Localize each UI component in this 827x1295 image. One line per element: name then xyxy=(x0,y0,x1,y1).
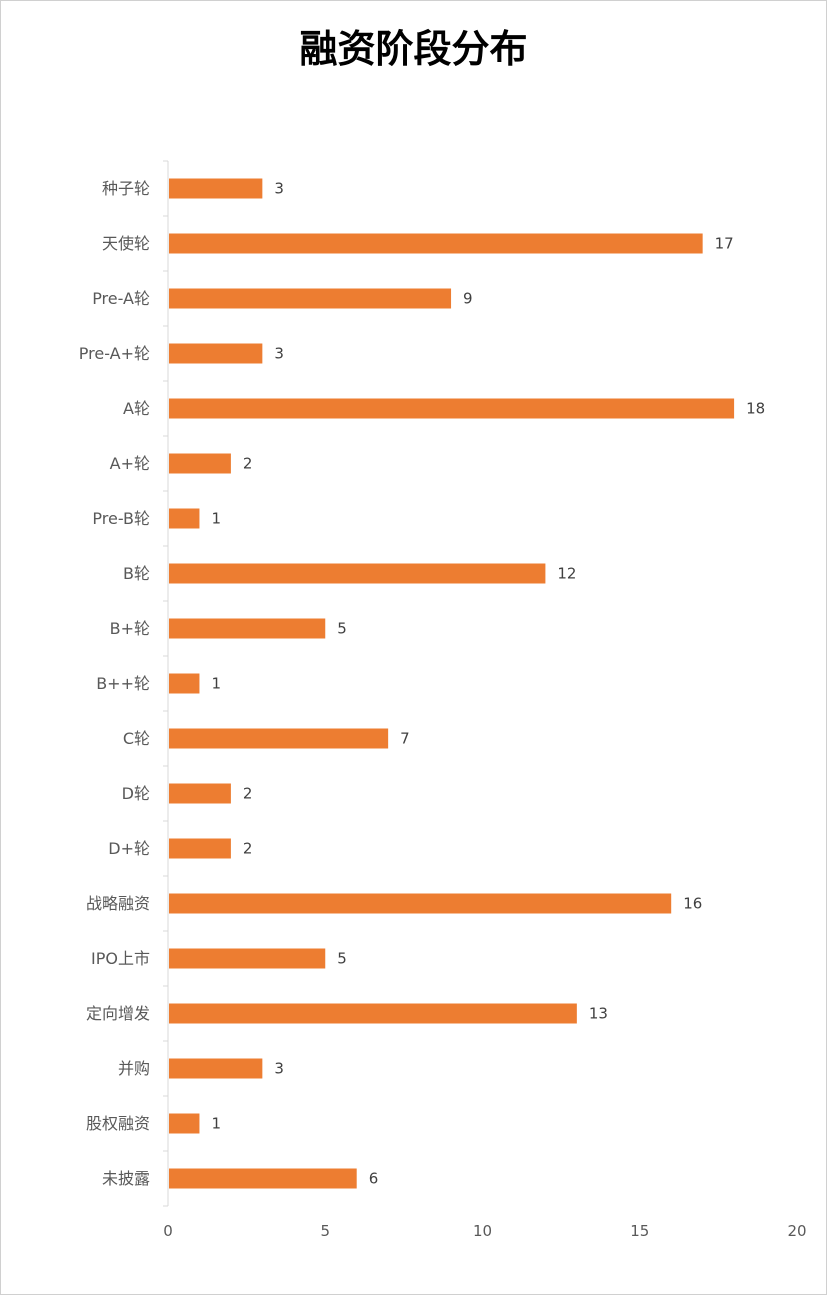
category-label: Pre-B轮 xyxy=(92,509,150,528)
value-label: 6 xyxy=(369,1170,379,1188)
value-label: 3 xyxy=(274,1060,284,1078)
category-label: D轮 xyxy=(122,784,150,803)
x-tick-label: 0 xyxy=(163,1222,173,1240)
x-tick-label: 20 xyxy=(787,1222,806,1240)
category-label: A轮 xyxy=(123,399,150,418)
value-label: 2 xyxy=(243,455,253,473)
category-label: 种子轮 xyxy=(102,179,150,198)
bar xyxy=(169,618,326,639)
category-label: IPO上市 xyxy=(91,949,150,968)
value-label: 5 xyxy=(337,950,347,968)
value-label: 9 xyxy=(463,290,473,308)
bar xyxy=(169,1168,357,1189)
value-label: 5 xyxy=(337,620,347,638)
value-label: 7 xyxy=(400,730,410,748)
bar xyxy=(169,1113,200,1134)
bar xyxy=(169,838,231,859)
bar xyxy=(169,453,231,474)
value-label: 2 xyxy=(243,785,253,803)
value-label: 1 xyxy=(211,675,221,693)
category-label: D+轮 xyxy=(108,839,150,858)
category-label: Pre-A+轮 xyxy=(79,344,150,363)
bar xyxy=(169,948,326,969)
value-label: 1 xyxy=(211,1115,221,1133)
category-label: C轮 xyxy=(123,729,150,748)
bar xyxy=(169,1058,263,1079)
value-label: 17 xyxy=(715,235,734,253)
x-tick-label: 15 xyxy=(630,1222,649,1240)
x-tick-label: 10 xyxy=(473,1222,492,1240)
category-label: Pre-A轮 xyxy=(92,289,150,308)
category-label: B++轮 xyxy=(96,674,150,693)
category-label: 未披露 xyxy=(102,1169,150,1188)
value-label: 12 xyxy=(557,565,576,583)
bar xyxy=(169,398,735,419)
bar xyxy=(169,893,672,914)
value-label: 2 xyxy=(243,840,253,858)
x-tick-label: 5 xyxy=(320,1222,330,1240)
bar xyxy=(169,1003,577,1024)
bar xyxy=(169,563,546,584)
category-label: 定向增发 xyxy=(86,1004,150,1023)
bar xyxy=(169,233,703,254)
bar xyxy=(169,783,231,804)
value-label: 16 xyxy=(683,895,702,913)
bar xyxy=(169,343,263,364)
value-label: 3 xyxy=(274,345,284,363)
bar xyxy=(169,728,389,749)
bar xyxy=(169,673,200,694)
category-label: 并购 xyxy=(118,1059,150,1078)
bar xyxy=(169,288,452,309)
category-label: B+轮 xyxy=(110,619,150,638)
category-label: 战略融资 xyxy=(86,894,150,913)
value-label: 3 xyxy=(274,180,284,198)
category-label: A+轮 xyxy=(110,454,150,473)
bar xyxy=(169,178,263,199)
chart-title: 融资阶段分布 xyxy=(299,26,528,71)
value-label: 1 xyxy=(211,510,221,528)
value-label: 18 xyxy=(746,400,765,418)
category-label: B轮 xyxy=(123,564,150,583)
category-label: 股权融资 xyxy=(86,1114,150,1133)
category-label: 天使轮 xyxy=(102,234,150,253)
value-label: 13 xyxy=(589,1005,608,1023)
bar xyxy=(169,508,200,529)
